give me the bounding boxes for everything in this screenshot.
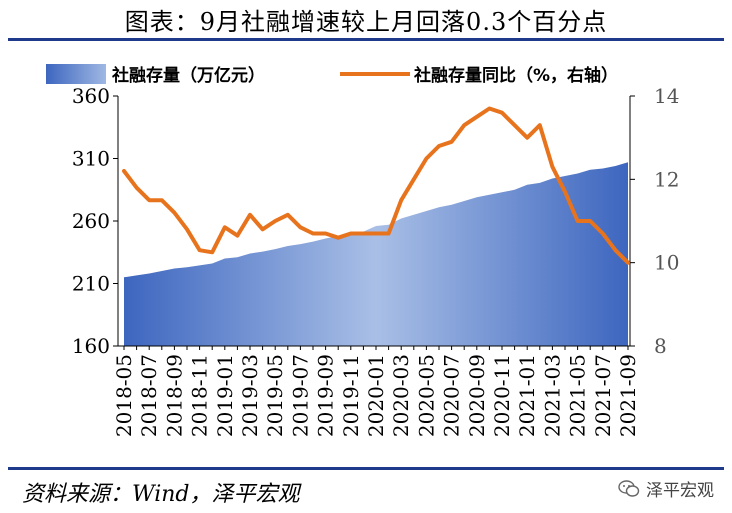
y-left-tick-label: 310 [72, 147, 110, 171]
x-tick-label: 2020-01 [364, 354, 388, 437]
x-tick-label: 2020-09 [465, 354, 489, 437]
y-right-tick-label: 10 [654, 251, 679, 275]
watermark-text: 泽平宏观 [646, 481, 714, 501]
x-tick-label: 2019-03 [238, 354, 262, 437]
top-rule [8, 38, 724, 41]
x-tick-label: 2020-11 [490, 354, 514, 437]
x-tick-label: 2019-01 [213, 354, 237, 437]
chart: 社融存量（万亿元） 社融存量同比（%，右轴） 160 210 260 310 360 8 1… [46, 64, 680, 437]
chart-title: 图表：9月社融增速较上月回落0.3个百分点 [124, 8, 608, 36]
x-tick-label: 2021-07 [591, 354, 615, 437]
bottom-rule [8, 467, 724, 470]
legend-swatch-area [46, 64, 106, 84]
y-left-tick-label: 160 [72, 334, 110, 358]
y-left-tick-label: 260 [72, 209, 110, 233]
x-tick-label: 2018-05 [112, 354, 136, 437]
y-right-tick-label: 12 [654, 167, 679, 191]
x-tick-label: 2021-01 [515, 354, 539, 437]
x-tick-label: 2019-11 [339, 354, 363, 437]
x-tick-label: 2018-07 [137, 354, 161, 437]
x-tick-label: 2020-07 [440, 354, 464, 437]
x-tick-label: 2019-07 [288, 354, 312, 437]
y-right-tick-label: 8 [654, 334, 667, 358]
legend-label-line: 社融存量同比（%，右轴） [413, 65, 618, 86]
line-series-growth [122, 106, 630, 265]
x-tick-label: 2018-09 [162, 354, 186, 437]
x-tick-label: 2021-09 [616, 354, 640, 437]
y-right-tick-label: 14 [654, 84, 679, 108]
area-series-stock [124, 162, 628, 346]
wechat-icon [618, 479, 640, 497]
legend-label-area: 社融存量（万亿元） [111, 65, 265, 86]
y-left-tick-label: 210 [72, 272, 110, 296]
source-note: 资料来源：Wind，泽平宏观 [22, 482, 300, 507]
x-tick-label: 2020-03 [389, 354, 413, 437]
x-tick-label: 2019-09 [314, 354, 338, 437]
x-tick-label: 2021-03 [540, 354, 564, 437]
x-tick-label: 2020-05 [414, 354, 438, 437]
x-tick-label: 2021-05 [566, 354, 590, 437]
x-tick-label: 2019-05 [263, 354, 287, 437]
watermark: 泽平宏观 [618, 476, 714, 501]
x-tick-label: 2018-11 [188, 354, 212, 437]
legend: 社融存量（万亿元） 社融存量同比（%，右轴） [46, 64, 618, 86]
y-left-tick-label: 360 [72, 84, 110, 108]
